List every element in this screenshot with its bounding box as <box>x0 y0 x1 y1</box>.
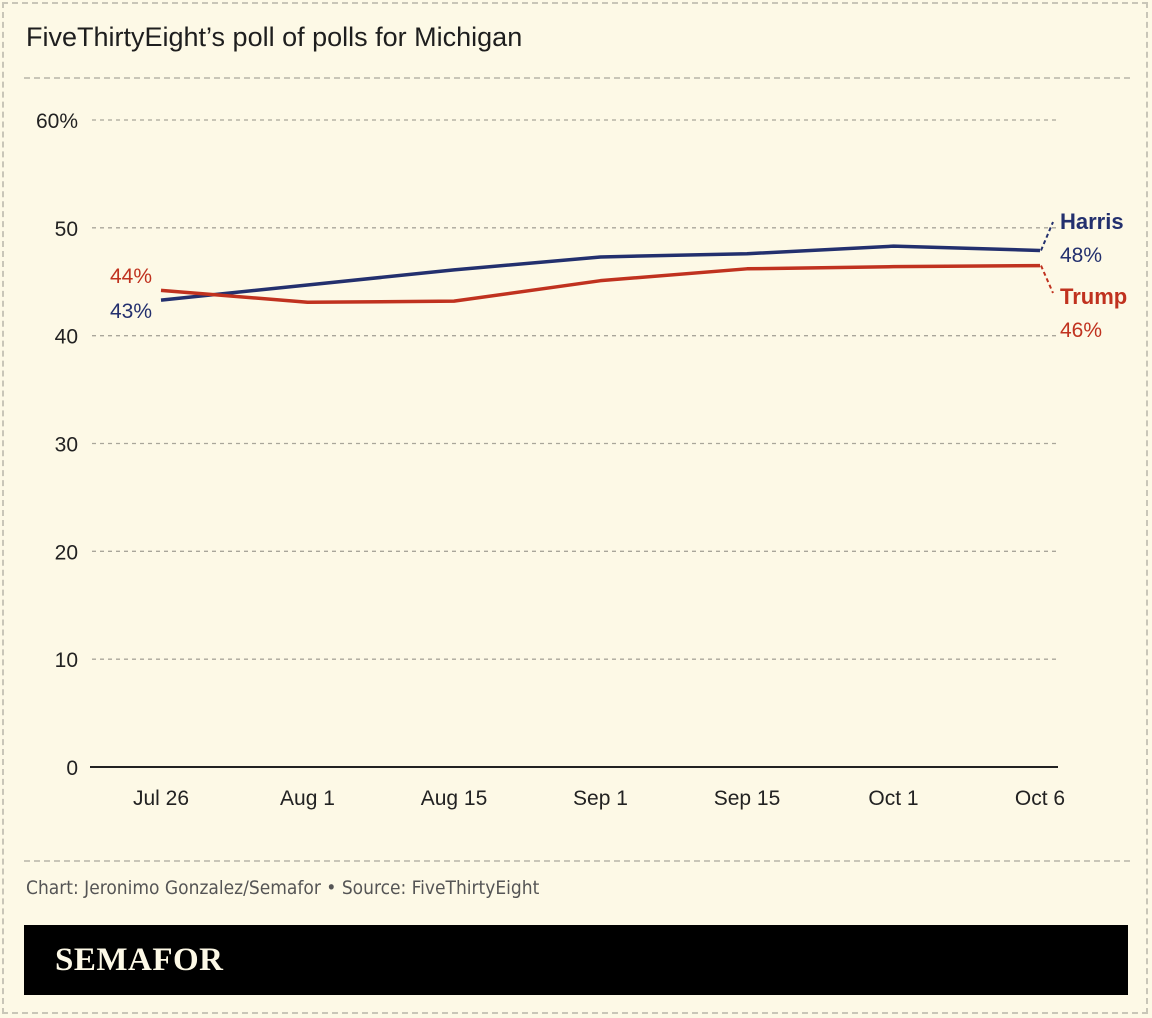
y-tick-label: 30 <box>55 434 78 457</box>
x-tick-label: Sep 15 <box>714 787 781 810</box>
series-line-trump <box>160 263 1041 304</box>
semafor-logo: SEMAFOR <box>55 942 224 978</box>
y-tick-label: 40 <box>55 326 78 349</box>
trump-legend-label: Trump <box>1060 284 1127 309</box>
chart-title: FiveThirtyEight’s poll of polls for Mich… <box>26 22 523 52</box>
harris-legend-label: Harris <box>1060 209 1124 234</box>
y-tick-label: 60% <box>36 110 78 133</box>
trump-end-label: 46% <box>1060 319 1102 342</box>
harris-leader-line <box>1040 221 1054 251</box>
chart-credit: Chart: Jeronimo Gonzalez/Semafor • Sourc… <box>26 877 540 899</box>
harris-start-label: 43% <box>110 300 152 323</box>
series-line-harris <box>160 244 1041 302</box>
x-tick-label: Aug 15 <box>421 787 488 810</box>
x-tick-label: Aug 1 <box>280 787 335 810</box>
trump-leader-line <box>1040 265 1054 294</box>
y-tick-label: 20 <box>55 541 78 564</box>
brand-bar: SEMAFOR <box>24 925 1128 995</box>
divider-bottom <box>24 860 1130 862</box>
x-tick-label: Oct 6 <box>1015 787 1065 810</box>
x-tick-label: Oct 1 <box>868 787 918 810</box>
y-tick-label: 0 <box>66 757 78 780</box>
y-tick-label: 10 <box>55 649 78 672</box>
x-tick-label: Sep 1 <box>573 787 628 810</box>
harris-end-label: 48% <box>1060 244 1102 267</box>
trump-start-label: 44% <box>110 265 152 288</box>
line-chart: 0 10 20 30 40 50 60% Jul 26 Aug 1 Aug 15 Sep 1 Sep … <box>36 110 1127 810</box>
y-tick-label: 50 <box>55 218 78 241</box>
x-tick-label: Jul 26 <box>133 787 189 810</box>
divider-top <box>24 77 1130 79</box>
